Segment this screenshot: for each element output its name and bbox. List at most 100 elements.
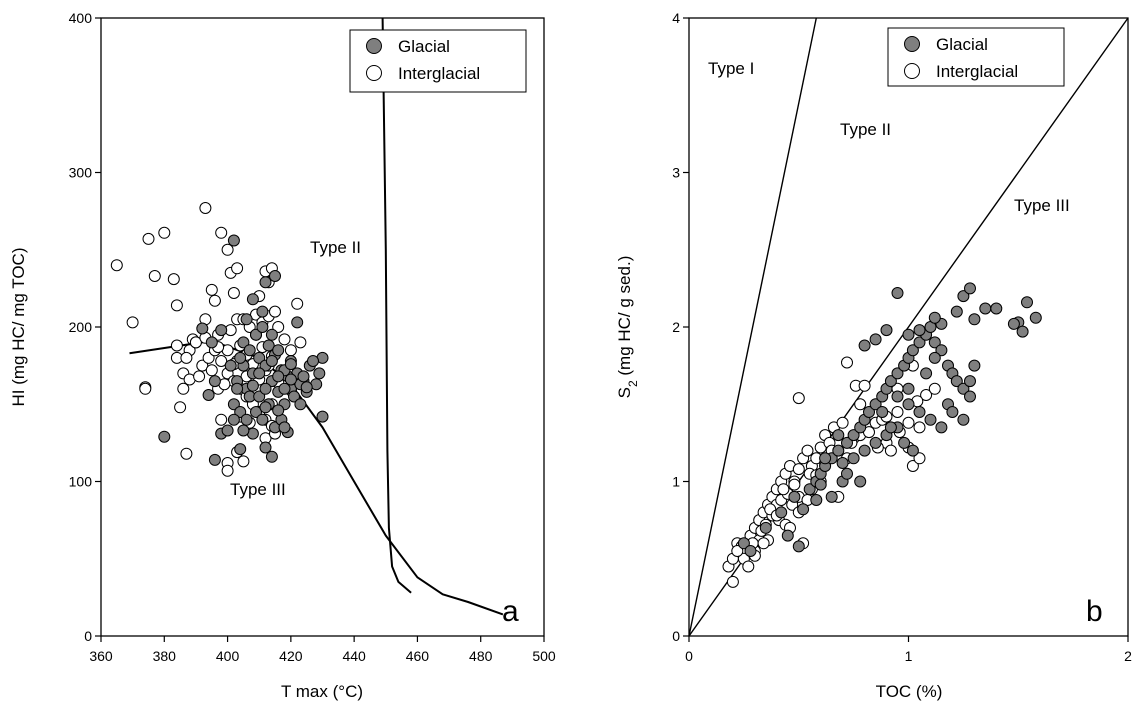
glacial-point — [792, 540, 805, 553]
x-tick-label: 360 — [89, 648, 113, 664]
x-tick-label: 0 — [685, 648, 693, 664]
glacial-point — [775, 506, 788, 519]
glacial-point — [854, 475, 867, 488]
glacial-point — [272, 344, 285, 357]
interglacial-point — [278, 333, 291, 346]
glacial-point — [810, 494, 823, 506]
glacial-point — [832, 444, 845, 457]
glacial-point — [935, 344, 948, 357]
y-axis-label-rest: (mg HC/ g sed.) — [615, 256, 634, 381]
glacial-point — [863, 406, 875, 418]
interglacial-point — [902, 416, 915, 429]
glacial-point — [841, 467, 853, 480]
glacial-point — [262, 339, 275, 352]
interglacial-point — [801, 444, 814, 457]
y-axis-label-subscript: 2 — [626, 380, 640, 387]
x-axis-label: TOC (%) — [876, 682, 943, 701]
glacial-point — [237, 424, 250, 437]
interglacial-point — [189, 336, 202, 349]
interglacial-point — [170, 339, 183, 352]
interglacial-point — [221, 243, 234, 256]
glacial-point — [836, 457, 849, 469]
glacial-point — [841, 436, 853, 449]
legend-glacial-marker — [366, 38, 382, 54]
interglacial-point — [199, 202, 212, 214]
y-tick-label: 0 — [84, 628, 92, 644]
glacial-point — [250, 328, 262, 341]
interglacial-point — [205, 364, 218, 377]
x-tick-label: 420 — [279, 648, 303, 664]
interglacial-point — [215, 226, 228, 239]
glacial-point — [847, 452, 860, 465]
interglacial-point — [891, 406, 904, 418]
glacial-point — [221, 424, 234, 437]
glacial-point — [234, 443, 247, 456]
glacial-point — [950, 305, 963, 318]
glacial-point — [278, 382, 291, 395]
glacial-point — [240, 313, 253, 326]
interglacial-point — [294, 336, 307, 349]
interglacial-point — [215, 413, 228, 426]
glacial-point — [902, 328, 915, 341]
glacial-point — [284, 373, 297, 386]
glacial-point — [876, 406, 889, 418]
interglacial-point — [139, 382, 152, 395]
glacial-point — [246, 379, 259, 392]
interglacial-point — [237, 455, 250, 468]
glacial-point — [957, 413, 970, 426]
glacial-point — [950, 375, 963, 388]
glacial-point — [832, 429, 845, 442]
legend-interglacial-marker — [904, 63, 920, 79]
glacial-point — [300, 381, 313, 394]
glacial-point — [256, 321, 269, 333]
y-tick-label: 300 — [69, 165, 93, 181]
glacial-point — [884, 421, 897, 434]
glacial-point — [294, 398, 307, 411]
glacial-point — [158, 430, 171, 443]
panel-letter: b — [1086, 595, 1103, 628]
glacial-point — [259, 401, 272, 414]
glacial-point — [265, 450, 278, 463]
interglacial-point — [110, 259, 123, 272]
interglacial-point — [196, 359, 209, 372]
glacial-point — [272, 404, 285, 417]
glacial-point — [968, 313, 981, 326]
interglacial-point — [726, 575, 739, 588]
interglacial-point — [227, 287, 240, 299]
glacial-point — [246, 293, 259, 306]
glacial-point — [788, 490, 801, 503]
boundary-line — [688, 17, 817, 637]
x-axis-label: T max (°C) — [281, 682, 363, 701]
glacial-point — [858, 339, 871, 352]
glacial-point — [759, 521, 772, 534]
glacial-point — [968, 359, 981, 372]
glacial-point — [928, 336, 941, 349]
interglacial-point — [777, 483, 790, 496]
glacial-point — [1007, 317, 1020, 330]
glacial-point — [891, 287, 904, 299]
glacial-point — [924, 413, 937, 426]
glacial-point — [964, 390, 976, 403]
glacial-point — [797, 503, 810, 516]
glacial-point — [265, 328, 278, 341]
y-tick-label: 1 — [672, 474, 680, 490]
glacial-point — [227, 234, 240, 247]
glacial-point — [869, 333, 882, 346]
glacial-point — [231, 382, 244, 395]
y-tick-label: 100 — [69, 474, 93, 490]
x-tick-label: 2 — [1124, 648, 1132, 664]
glacial-point — [256, 305, 269, 318]
glacial-point — [979, 302, 992, 315]
interglacial-point — [167, 273, 180, 286]
y-tick-label: 4 — [672, 10, 680, 26]
interglacial-point — [928, 382, 941, 395]
glacial-point — [964, 375, 976, 388]
y-tick-label: 3 — [672, 165, 680, 181]
glacial-point — [1021, 296, 1033, 309]
legend-entry: Glacial — [398, 37, 450, 56]
glacial-point — [291, 316, 304, 329]
interglacial-point — [205, 283, 218, 296]
interglacial-point — [731, 545, 744, 557]
interglacial-point — [180, 351, 193, 364]
glacial-point — [884, 375, 897, 388]
